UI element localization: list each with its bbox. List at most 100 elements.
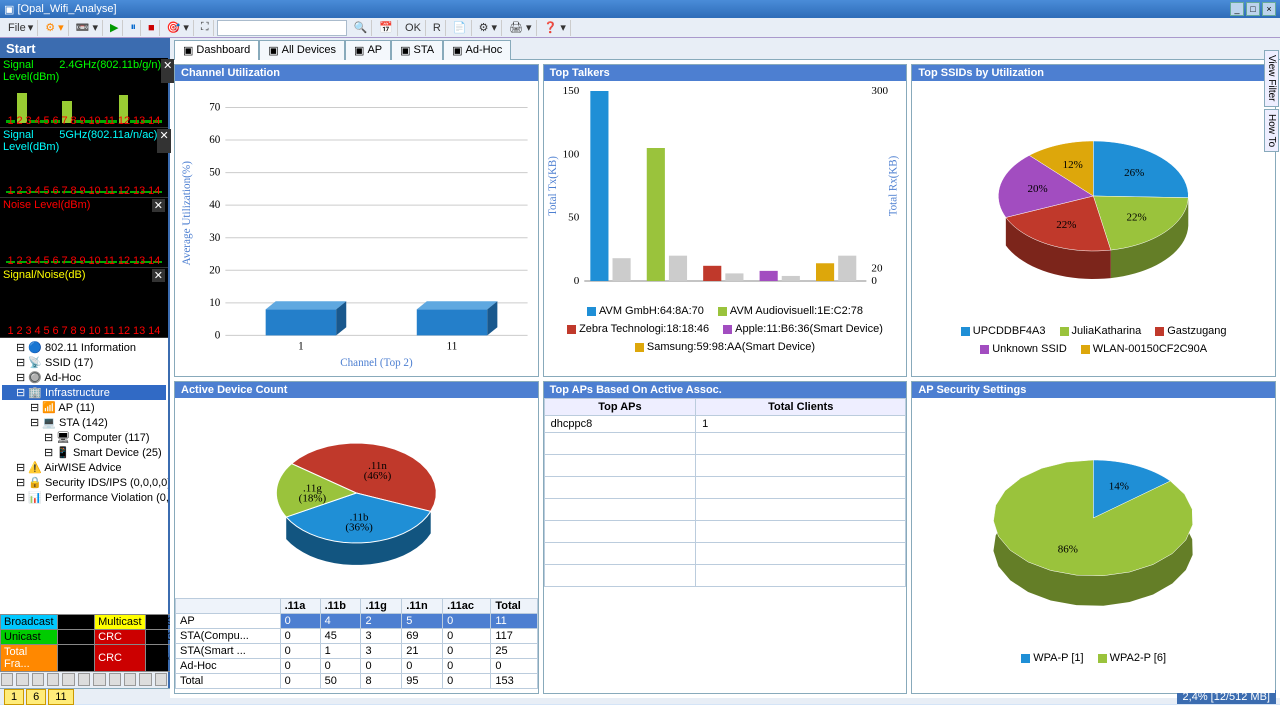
- top-talkers-legend: AVM GmbH:64:8A:70AVM Audiovisuell:1E:C2:…: [544, 301, 907, 357]
- svg-text:(36%): (36%): [345, 522, 373, 534]
- icon-3[interactable]: [32, 673, 44, 686]
- ap-security-legend: WPA-P [1]WPA2-P [6]: [912, 648, 1275, 668]
- stop-icon[interactable]: ■: [144, 20, 160, 36]
- doc-icon[interactable]: 📄: [449, 20, 472, 36]
- ok-button[interactable]: OK: [401, 20, 426, 36]
- target-icon[interactable]: 🎯 ▾: [163, 20, 194, 36]
- svg-text:Total Tx(KB): Total Tx(KB): [547, 156, 559, 216]
- main-content: ▣Dashboard▣All Devices▣AP▣STA▣Ad-Hoc Cha…: [170, 38, 1280, 688]
- icon-9[interactable]: [124, 673, 136, 686]
- play-icon[interactable]: ▶: [106, 20, 123, 36]
- panel-title: AP Security Settings: [912, 382, 1275, 398]
- icon-7[interactable]: [93, 673, 105, 686]
- pause-icon[interactable]: ⏸: [126, 20, 141, 36]
- panel-title: Top SSIDs by Utilization: [912, 65, 1275, 81]
- svg-text:(18%): (18%): [299, 492, 327, 504]
- mini-chart-mini2: Signal Level(dBm)5GHz(802.11a/n/ac)✕ 123…: [0, 128, 168, 198]
- icon-11[interactable]: [155, 673, 167, 686]
- r-button[interactable]: R: [429, 20, 446, 36]
- svg-text:50: 50: [209, 167, 221, 179]
- svg-text:30: 30: [209, 232, 221, 244]
- tree-node[interactable]: ⊟ 🔒 Security IDS/IPS (0,0,0,0): [2, 475, 166, 490]
- panel-title: Active Device Count: [175, 382, 538, 398]
- left-sidebar: Start Signal Level(dBm)2.4GHz(802.11b/g/…: [0, 38, 170, 688]
- svg-text:20%: 20%: [1028, 183, 1048, 195]
- tab-dashboard[interactable]: ▣Dashboard: [174, 40, 259, 60]
- icon-8[interactable]: [109, 673, 121, 686]
- svg-text:20: 20: [871, 262, 883, 274]
- channel-tabs[interactable]: 1611: [4, 689, 76, 705]
- icon-4[interactable]: [47, 673, 59, 686]
- tree-node[interactable]: ⊟ 🏢 Infrastructure: [2, 385, 166, 400]
- icon-6[interactable]: [78, 673, 90, 686]
- maximize-button[interactable]: □: [1246, 2, 1260, 16]
- gear2-icon[interactable]: ⚙ ▾: [475, 20, 502, 36]
- svg-text:26%: 26%: [1124, 167, 1144, 179]
- tree-node[interactable]: ⊟ ⚠️ AirWISE Advice: [2, 460, 166, 475]
- tree-node[interactable]: ⊟ 💻 STA (142): [2, 415, 166, 430]
- tree-node[interactable]: ⊟ 🖥 Computer (117): [2, 430, 166, 445]
- tree-node[interactable]: ⊟ 📶 AP (11): [2, 400, 166, 415]
- file-menu[interactable]: File ▾: [4, 20, 38, 36]
- panel-title: Top APs Based On Active Assoc.: [544, 382, 907, 398]
- mini-chart-mini3: Noise Level(dBm)✕ 1234567891011121314: [0, 198, 168, 268]
- top-aps-panel: Top APs Based On Active Assoc. Top APsTo…: [543, 381, 908, 694]
- window-title: [Opal_Wifi_Analyse]: [17, 3, 116, 15]
- frame-stats-table: Broadcast44449Multicast1963Unicast2203CR…: [0, 614, 189, 672]
- tree-node[interactable]: ⊟ 🔘 Ad-Hoc: [2, 370, 166, 385]
- tree-node[interactable]: ⊟ 📡 SSID (17): [2, 355, 166, 370]
- minimize-button[interactable]: _: [1230, 2, 1244, 16]
- svg-text:14%: 14%: [1109, 481, 1129, 493]
- top-aps-table: Top APsTotal Clientsdhcppc81: [544, 398, 907, 587]
- expand-icon[interactable]: ⛶: [197, 20, 214, 36]
- device-count-table: .11a.11b.11g.11n.11acTotalAP0425011STA(C…: [175, 598, 538, 689]
- svg-text:0: 0: [871, 275, 877, 287]
- record-icon[interactable]: 📼 ▾: [72, 20, 103, 36]
- svg-text:300: 300: [871, 85, 888, 97]
- icon-2[interactable]: [16, 673, 28, 686]
- tab-sta[interactable]: ▣STA: [391, 40, 443, 60]
- svg-text:100: 100: [562, 148, 579, 160]
- printer-icon[interactable]: 🖨 ▾: [505, 20, 537, 36]
- svg-text:1: 1: [298, 341, 304, 353]
- tree-node[interactable]: ⊟ 🔵 802.11 Information: [2, 340, 166, 355]
- top-ssids-panel: Top SSIDs by Utilization 26%22%22%20%12%…: [911, 64, 1276, 377]
- start-header: Start: [0, 38, 168, 58]
- device-tree[interactable]: ⊟ 🔵 802.11 Information⊟ 📡 SSID (17)⊟ 🔘 A…: [0, 338, 168, 614]
- tree-node[interactable]: ⊟ 📊 Performance Violation (0,0,0,0): [2, 490, 166, 505]
- close-button[interactable]: ×: [1262, 2, 1276, 16]
- icon-1[interactable]: [1, 673, 13, 686]
- side-tab[interactable]: How To: [1264, 109, 1279, 152]
- calendar-icon[interactable]: 📅: [375, 20, 398, 36]
- channel-utilization-panel: Channel Utilization 010203040506070111Av…: [174, 64, 539, 377]
- left-icon-bar: [0, 672, 168, 688]
- icon-10[interactable]: [139, 673, 151, 686]
- svg-text:10: 10: [209, 297, 221, 309]
- svg-text:0: 0: [573, 275, 579, 287]
- tab-ap[interactable]: ▣AP: [345, 40, 391, 60]
- svg-text:Total Rx(KB): Total Rx(KB): [887, 155, 899, 216]
- svg-text:150: 150: [562, 85, 579, 97]
- icon-5[interactable]: [62, 673, 74, 686]
- svg-text:70: 70: [209, 101, 221, 113]
- side-tab[interactable]: View Filter: [1264, 50, 1279, 107]
- side-tabs: View Filter How To: [1264, 50, 1280, 154]
- help-icon[interactable]: ❓ ▾: [540, 20, 571, 36]
- panel-title: Top Talkers: [544, 65, 907, 81]
- svg-text:22%: 22%: [1057, 219, 1077, 231]
- address-input[interactable]: [217, 20, 347, 36]
- svg-text:40: 40: [209, 199, 221, 211]
- svg-text:86%: 86%: [1058, 544, 1078, 556]
- find-icon[interactable]: 🔍: [350, 20, 373, 36]
- tab-all-devices[interactable]: ▣All Devices: [259, 40, 345, 60]
- svg-text:11: 11: [447, 341, 458, 353]
- app-icon: ▣: [4, 3, 14, 16]
- mini-chart-mini4: Signal/Noise(dB)✕ 1234567891011121314: [0, 268, 168, 338]
- top-talkers-panel: Top Talkers 050100150020300Total Tx(KB)T…: [543, 64, 908, 377]
- ap-security-panel: AP Security Settings 14% 86% WPA-P [1]WPA…: [911, 381, 1276, 694]
- svg-text:12%: 12%: [1063, 159, 1083, 171]
- tab-adhoc[interactable]: ▣Ad-Hoc: [443, 40, 511, 60]
- panel-title: Channel Utilization: [175, 65, 538, 81]
- settings-icon[interactable]: ⚙ ▾: [41, 20, 68, 36]
- tree-node[interactable]: ⊟ 📱 Smart Device (25): [2, 445, 166, 460]
